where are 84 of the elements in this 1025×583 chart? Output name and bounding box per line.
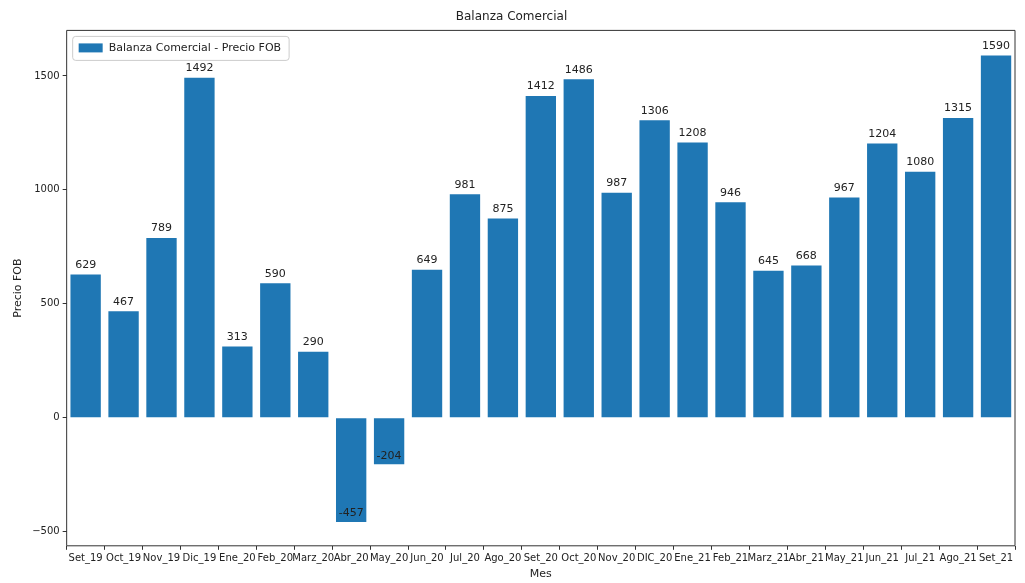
x-tick-label: Nov_20 — [598, 552, 636, 565]
bar — [677, 142, 708, 418]
bar — [601, 192, 632, 418]
x-tick-label: Abr_21 — [788, 552, 824, 565]
y-tick-label: 500 — [40, 297, 60, 309]
bar — [753, 270, 784, 418]
bar — [715, 202, 746, 418]
x-tick-label: Jun_21 — [864, 552, 899, 565]
data-label: 668 — [795, 248, 817, 262]
bar — [335, 418, 367, 522]
y-axis-title: Precio FOB — [11, 258, 25, 318]
x-tick-label: Set_20 — [523, 552, 558, 565]
x-tick-label: Ago_20 — [484, 552, 522, 565]
x-tick-label: Jul_21 — [904, 552, 936, 565]
bar — [222, 346, 253, 418]
data-label: 967 — [833, 180, 855, 194]
bar — [298, 351, 329, 418]
data-label: -457 — [338, 506, 364, 520]
bar — [563, 79, 594, 418]
x-tick-label: Set_19 — [68, 552, 103, 565]
x-tick-label: Ene_20 — [219, 552, 256, 565]
bar — [829, 197, 860, 418]
bar — [980, 55, 1012, 418]
x-tick-label: Marz_21 — [747, 552, 790, 565]
x-tick-label: Oct_19 — [106, 552, 142, 565]
data-label: 987 — [606, 176, 628, 190]
data-label: 981 — [454, 177, 476, 191]
bar — [184, 77, 215, 418]
chart-title: Balanza Comercial — [455, 9, 568, 24]
x-tick-label: Marz_20 — [292, 552, 335, 565]
y-tick-label: 1500 — [34, 69, 60, 81]
bar — [487, 218, 519, 418]
x-tick-label: May_21 — [825, 552, 864, 565]
x-tick-label: Feb_21 — [712, 552, 749, 565]
x-tick-label: Ene_21 — [674, 552, 711, 565]
bar — [108, 311, 139, 418]
data-label: 1306 — [640, 103, 669, 117]
data-label: 313 — [226, 329, 248, 343]
data-label: 629 — [75, 257, 97, 271]
data-label: 1590 — [982, 38, 1011, 52]
x-tick-label: Dic_19 — [182, 552, 217, 565]
x-tick-label: DIC_20 — [636, 552, 673, 565]
bar — [525, 96, 557, 418]
data-label: 1204 — [868, 126, 897, 140]
data-label: 290 — [302, 335, 324, 349]
data-label: 1315 — [944, 101, 973, 115]
x-tick-label: Abr_20 — [333, 552, 369, 565]
bar — [942, 118, 974, 418]
x-tick-label: Jun_20 — [409, 552, 444, 565]
x-axis-title: Mes — [529, 567, 553, 581]
legend-label: Balanza Comercial - Precio FOB — [108, 41, 282, 55]
data-label: 645 — [757, 254, 779, 268]
data-label: -204 — [376, 448, 402, 462]
y-tick-label: 1000 — [34, 183, 60, 195]
data-label: 590 — [264, 266, 286, 280]
x-tick-label: Nov_19 — [142, 552, 181, 565]
data-label: 1208 — [678, 125, 707, 139]
bar — [373, 418, 405, 465]
x-tick-label: Ago_21 — [939, 552, 977, 565]
bar — [904, 171, 936, 418]
data-label: 1080 — [906, 155, 935, 169]
data-label: 946 — [720, 185, 741, 199]
y-tick-label: −500 — [32, 525, 60, 537]
bar — [449, 194, 481, 418]
data-label: 1412 — [526, 79, 555, 93]
x-tick-label: Set_21 — [978, 552, 1014, 565]
data-label: 649 — [416, 253, 438, 267]
bar — [791, 265, 822, 418]
bar — [146, 237, 177, 418]
bar — [639, 120, 670, 418]
y-tick-label: 0 — [53, 411, 60, 423]
bar — [70, 274, 101, 418]
x-tick-label: Jul_20 — [449, 552, 480, 565]
data-label: 1492 — [185, 61, 214, 75]
data-label: 1486 — [564, 62, 593, 76]
x-tick-label: May_20 — [369, 552, 409, 565]
data-label: 467 — [113, 294, 135, 308]
bar — [867, 143, 898, 418]
bar — [411, 269, 443, 418]
x-tick-label: Oct_20 — [561, 552, 597, 565]
x-tick-label: Feb_20 — [257, 552, 294, 565]
bar — [260, 283, 291, 418]
data-label: 875 — [492, 201, 514, 215]
data-label: 789 — [151, 221, 172, 235]
